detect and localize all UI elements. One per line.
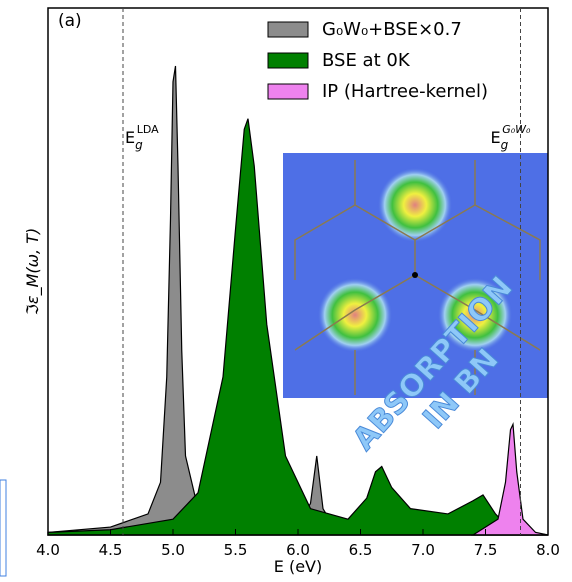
x-tick-label: 4.0 [36, 541, 60, 559]
plot-area [47, 65, 549, 536]
area-series [470, 422, 549, 536]
inset-image [283, 153, 548, 398]
x-tick-label: 7.5 [474, 541, 498, 559]
x-tick-label: 6.5 [349, 541, 373, 559]
legend-swatch [267, 52, 309, 69]
legend-label: BSE at 0K [322, 50, 411, 71]
x-axis-label: E (eV) [274, 557, 322, 576]
x-tick-label: 5.5 [224, 541, 248, 559]
reference-label-sup: LDA [137, 123, 159, 136]
x-tick-label: 6.0 [286, 541, 310, 559]
x-tick-label: 7.0 [411, 541, 435, 559]
legend-swatch [267, 83, 309, 100]
x-tick-label: 5.0 [161, 541, 185, 559]
area-series [47, 118, 549, 536]
reference-label: Eg G₀W₀ [491, 123, 532, 152]
reference-label-base: E [491, 128, 501, 147]
y-axis-label: ℑε_M(ω, T) [23, 228, 43, 315]
reference-label-sub: g [501, 138, 509, 152]
reference-label-sub: g [135, 138, 143, 152]
x-tick-label: 8.0 [536, 541, 560, 559]
reference-label-sup: G₀W₀ [502, 123, 531, 136]
side-frame [0, 479, 7, 577]
reference-label-base: E [125, 128, 135, 147]
legend-swatch [267, 21, 309, 38]
panel-label: (a) [58, 11, 82, 31]
x-tick-label: 4.5 [99, 541, 123, 559]
reference-label: Eg LDA [125, 123, 159, 152]
legend-label: G₀W₀+BSE×0.7 [322, 19, 462, 40]
legend-label: IP (Hartree-kernel) [322, 81, 488, 102]
